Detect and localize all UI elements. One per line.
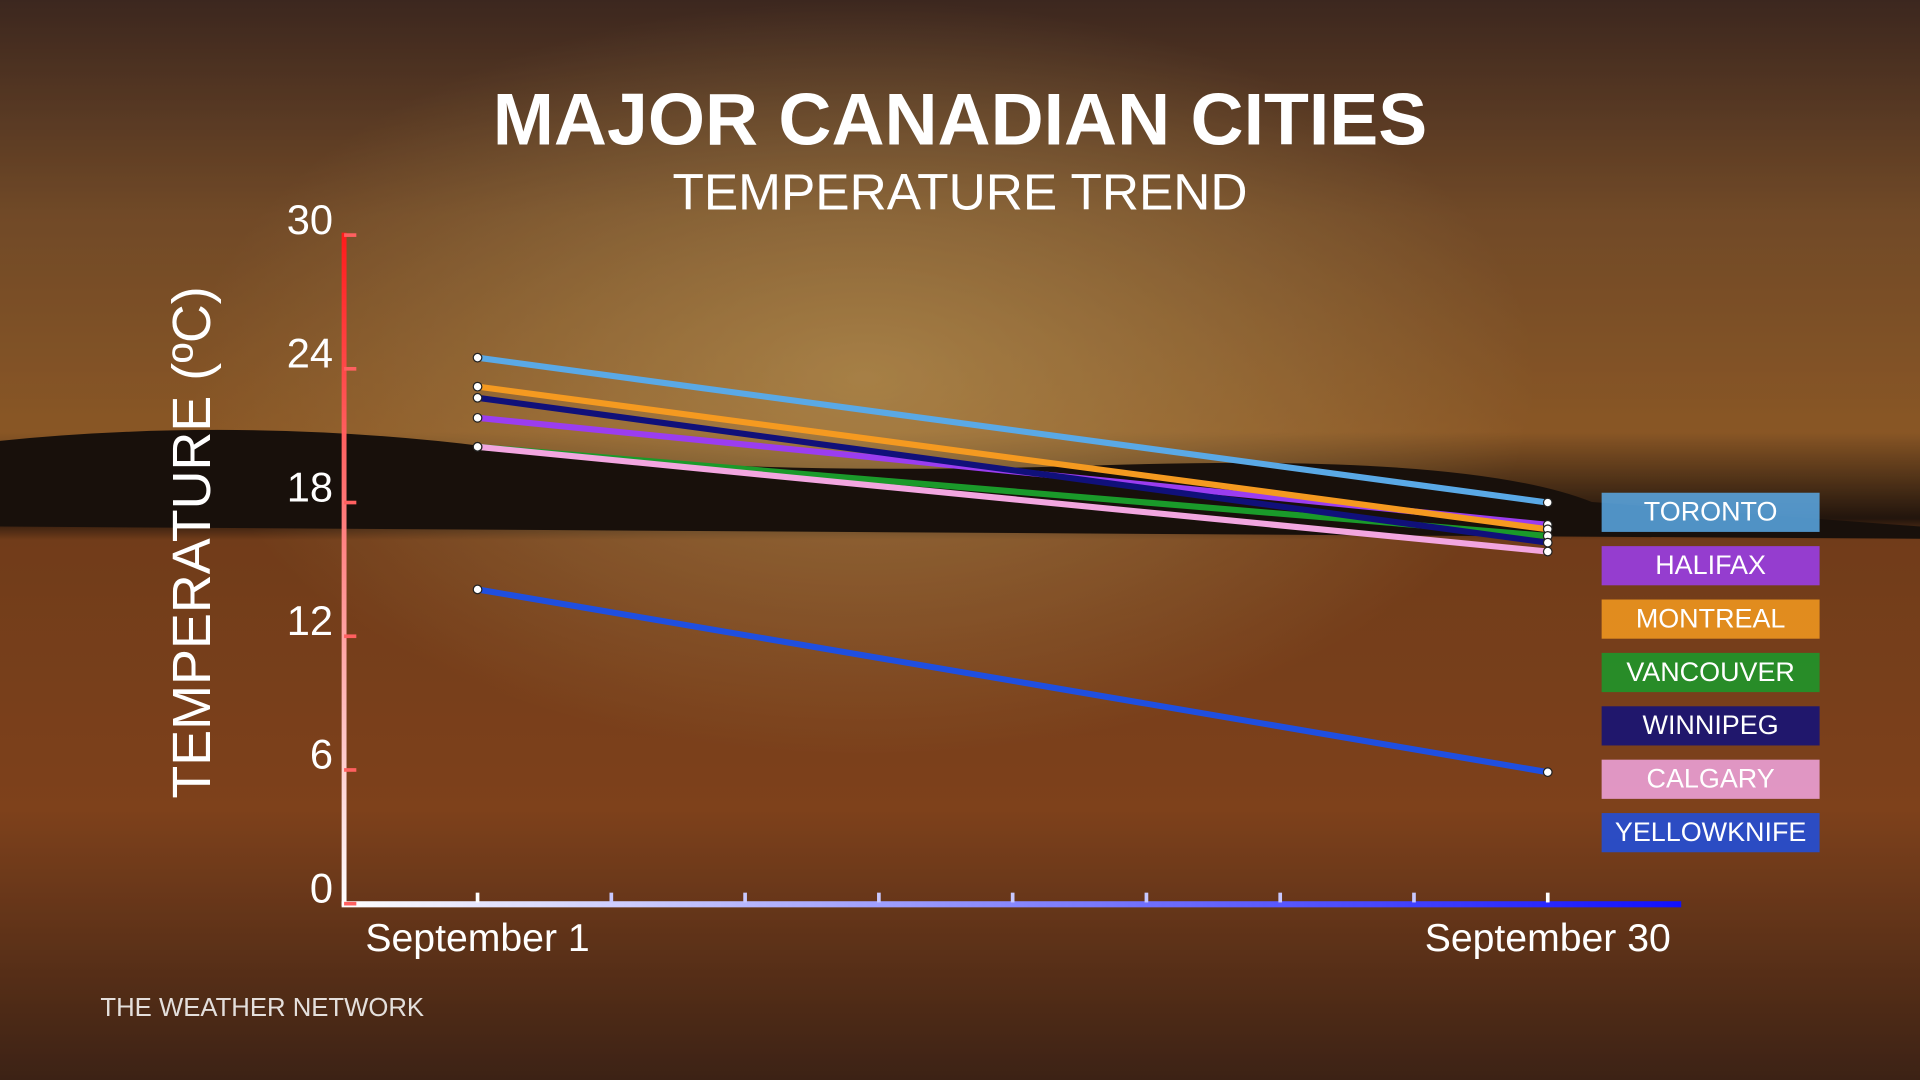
point <box>472 381 483 392</box>
y-tick-label: 6 <box>310 731 333 778</box>
point <box>472 392 483 403</box>
point <box>472 352 483 363</box>
legend-item: VANCOUVER <box>1601 652 1820 693</box>
legend-label: TORONTO <box>1644 497 1778 527</box>
legend-swatch <box>1601 599 1820 639</box>
legend-swatch <box>1601 492 1820 532</box>
legend-label: MONTREAL <box>1636 603 1786 633</box>
x-tick-label: September 1 <box>365 917 589 960</box>
legend-swatch <box>1601 652 1820 693</box>
point <box>1542 537 1553 548</box>
legend-item: YELLOWKNIFE <box>1601 813 1820 853</box>
point <box>472 412 483 423</box>
legend-label: YELLOWKNIFE <box>1615 817 1806 847</box>
y-tick-label: 24 <box>287 330 333 377</box>
legend-swatch <box>1601 813 1820 853</box>
series-line <box>474 443 1551 555</box>
legend-label: VANCOUVER <box>1626 657 1795 687</box>
y-tick-label: 12 <box>287 597 333 644</box>
x-axis <box>341 901 1682 908</box>
legend-item: WINNIPEG <box>1601 706 1820 746</box>
y-axis <box>341 232 347 907</box>
point <box>1542 767 1553 778</box>
legend-label: CALGARY <box>1647 764 1775 794</box>
x-minor-ticks <box>609 892 1416 903</box>
legend-item: MONTREAL <box>1601 599 1820 639</box>
chart-subtitle: TEMPERATURE TREND <box>672 162 1247 220</box>
legend-item: HALIFAX <box>1601 546 1820 586</box>
point <box>472 441 483 452</box>
legend-swatch <box>1601 546 1820 586</box>
source-label: THE WEATHER NETWORK <box>100 994 424 1022</box>
series-line <box>474 354 1551 506</box>
series-line <box>474 394 1551 546</box>
point <box>1542 546 1553 557</box>
x-tick-label: September 30 <box>1425 917 1671 960</box>
y-tick-label: 18 <box>287 463 333 510</box>
legend-swatch <box>1601 759 1820 799</box>
legend-item: TORONTO <box>1601 492 1820 532</box>
chart-title: MAJOR CANADIAN CITIES <box>493 77 1428 160</box>
y-tick-label: 30 <box>287 196 333 243</box>
legend-label: WINNIPEG <box>1643 710 1779 740</box>
legend-item: CALGARY <box>1601 759 1820 799</box>
series-line <box>474 586 1551 776</box>
point <box>472 584 483 595</box>
y-tick-label: 0 <box>310 864 333 911</box>
legend-swatch <box>1601 706 1820 746</box>
y-axis-label: TEMPERATURE (ºC) <box>162 286 222 798</box>
series-line <box>474 383 1551 533</box>
point <box>1542 497 1553 508</box>
legend-label: HALIFAX <box>1655 550 1766 580</box>
